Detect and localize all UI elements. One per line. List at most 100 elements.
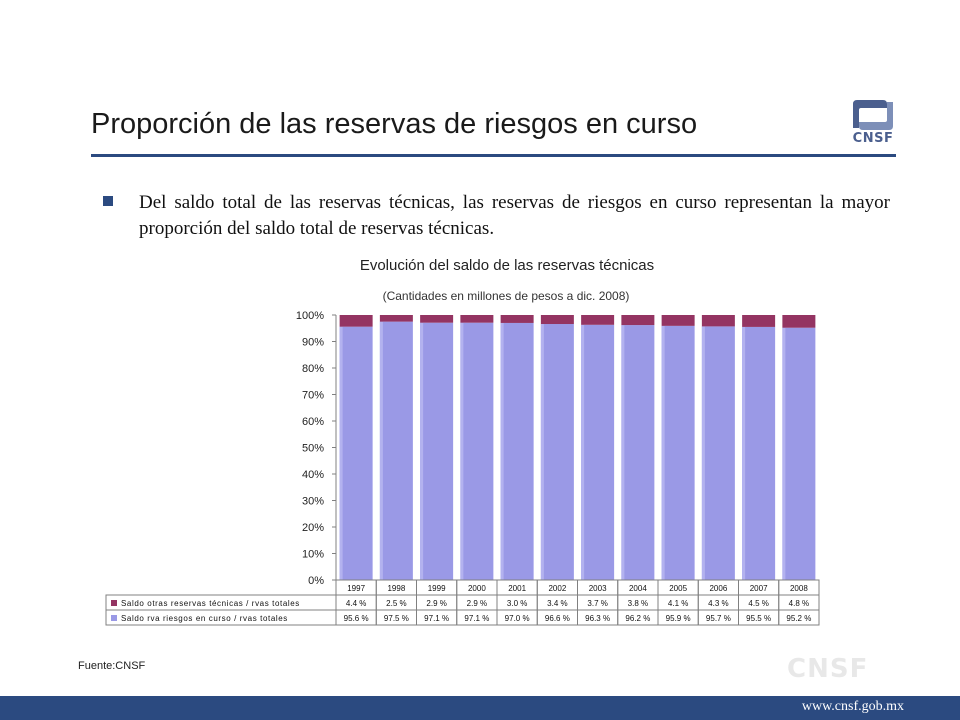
data-label: 96.6 %: [545, 614, 570, 623]
data-label: 4.5 %: [748, 599, 768, 608]
bar-riesgos-2005: [661, 325, 695, 580]
data-label: 2.5 %: [386, 599, 406, 608]
bar-otras-2008: [782, 315, 816, 328]
legend-swatch: [111, 600, 117, 606]
bar-otras-1998: [379, 315, 413, 322]
data-label: 97.5 %: [384, 614, 409, 623]
legend-label: Saldo otras reservas técnicas / rvas tot…: [121, 599, 300, 608]
y-tick-label: 50%: [302, 443, 324, 455]
bar-highlight: [701, 326, 705, 580]
bar-highlight: [782, 327, 786, 580]
data-label: 97.1 %: [424, 614, 449, 623]
bar-highlight: [661, 325, 665, 580]
bar-riesgos-2008: [782, 327, 816, 580]
y-tick-label: 90%: [302, 337, 324, 349]
footer-bar: www.cnsf.gob.mx: [0, 696, 960, 720]
data-label: 95.9 %: [666, 614, 691, 623]
slide-title: Proporción de las reservas de riesgos en…: [91, 108, 698, 140]
y-tick-label: 0%: [308, 575, 324, 587]
plot-area: [336, 315, 819, 580]
data-label: 95.7 %: [706, 614, 731, 623]
category-label: 2005: [669, 584, 687, 593]
bar-riesgos-2003: [581, 324, 615, 580]
bar-highlight: [742, 326, 746, 580]
cnsf-logo-icon: [853, 100, 893, 130]
bar-riesgos-1999: [420, 322, 454, 580]
bar-riesgos-2006: [701, 326, 735, 580]
title-divider: [91, 154, 896, 157]
stacked-bar-chart: 0% 10% 20% 30% 40% 50% 60% 70% 80% 90% 100% 1997 199…: [105, 310, 820, 626]
data-label: 3.0 %: [507, 599, 527, 608]
category-label: 2002: [548, 584, 566, 593]
cnsf-watermark: CNSF: [787, 654, 869, 684]
y-tick-label: 60%: [302, 416, 324, 428]
data-label: 95.5 %: [746, 614, 771, 623]
bar-highlight: [379, 321, 383, 580]
logo-text: CNSF: [852, 131, 894, 146]
bar-highlight: [621, 325, 625, 580]
data-label: 3.7 %: [587, 599, 607, 608]
bar-highlight: [460, 322, 464, 580]
data-label: 95.2 %: [786, 614, 811, 623]
bar-otras-2006: [701, 315, 735, 327]
y-tick-label: 40%: [302, 469, 324, 481]
y-tick-label: 100%: [296, 310, 324, 322]
bullet-text: Del saldo total de las reservas técnicas…: [139, 192, 890, 239]
category-label: 1999: [428, 584, 446, 593]
bar-otras-1999: [420, 315, 454, 323]
y-tick-label: 30%: [302, 496, 324, 508]
bar-otras-2002: [540, 315, 574, 325]
data-label: 96.3 %: [585, 614, 610, 623]
data-label: 3.4 %: [547, 599, 567, 608]
category-label: 2003: [589, 584, 607, 593]
bar-otras-2007: [742, 315, 776, 327]
category-label: 2001: [508, 584, 526, 593]
category-label: 2008: [790, 584, 808, 593]
y-tick-label: 10%: [302, 549, 324, 561]
data-label: 97.1 %: [464, 614, 489, 623]
bar-otras-2000: [460, 315, 494, 323]
data-label: 2.9 %: [467, 599, 487, 608]
data-label: 2.9 %: [426, 599, 446, 608]
bar-otras-2003: [581, 315, 615, 325]
source-note: Fuente:CNSF: [78, 660, 146, 672]
legend-label: Saldo rva riesgos en curso / rvas totale…: [121, 614, 288, 623]
bar-highlight: [420, 322, 424, 580]
data-label: 95.6 %: [344, 614, 369, 623]
data-label: 4.4 %: [346, 599, 366, 608]
category-label: 1997: [347, 584, 365, 593]
category-label: 2000: [468, 584, 486, 593]
table-value-cell: [778, 609, 820, 626]
cnsf-logo: CNSF: [843, 98, 903, 150]
bar-highlight: [540, 324, 544, 580]
bar-riesgos-1997: [339, 326, 373, 580]
legend-swatch: [111, 615, 117, 621]
data-label: 3.8 %: [628, 599, 648, 608]
chart-title: Evolución del saldo de las reservas técn…: [359, 257, 655, 274]
bar-highlight: [581, 324, 585, 580]
bar-otras-2001: [500, 315, 534, 323]
bar-riesgos-1998: [379, 321, 413, 580]
bar-otras-2005: [661, 315, 695, 326]
data-label: 96.2 %: [625, 614, 650, 623]
bar-otras-2004: [621, 315, 655, 326]
footer-url[interactable]: www.cnsf.gob.mx: [801, 699, 904, 714]
y-tick-label: 70%: [302, 390, 324, 402]
category-label: 2006: [709, 584, 727, 593]
category-label: 2007: [750, 584, 768, 593]
bar-riesgos-2004: [621, 325, 655, 580]
data-label: 4.8 %: [789, 599, 809, 608]
bar-highlight: [339, 326, 343, 580]
chart-subtitle: (Cantidades en millones de pesos a dic. …: [382, 289, 630, 303]
data-label: 97.0 %: [505, 614, 530, 623]
category-label: 1998: [387, 584, 405, 593]
bar-riesgos-2001: [500, 322, 534, 580]
bar-riesgos-2002: [540, 324, 574, 580]
bar-riesgos-2000: [460, 322, 494, 580]
category-label: 2004: [629, 584, 647, 593]
y-tick-label: 80%: [302, 363, 324, 375]
y-tick-label: 20%: [302, 522, 324, 534]
bar-otras-1997: [339, 315, 373, 327]
bar-highlight: [500, 322, 504, 580]
bar-riesgos-2007: [742, 326, 776, 580]
